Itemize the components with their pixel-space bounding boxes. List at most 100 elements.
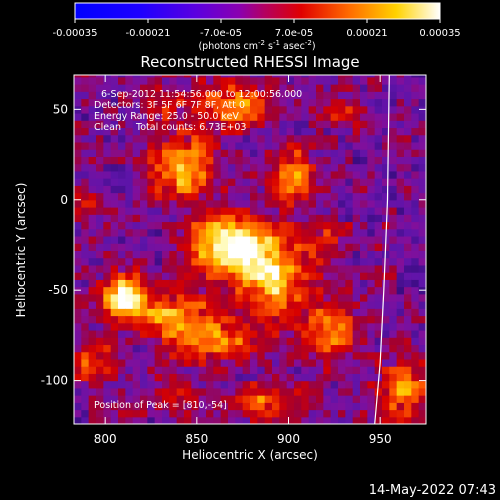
heatmap-cell (316, 387, 324, 396)
heatmap-cell (96, 272, 104, 280)
heatmap-cell (286, 351, 295, 360)
heatmap-cell (132, 120, 141, 129)
heatmap-cell (257, 185, 266, 194)
heatmap-cell (294, 127, 302, 136)
heatmap-cell (308, 308, 317, 317)
heatmap-cell (418, 416, 426, 424)
heatmap-cell (360, 192, 368, 201)
heatmap-cell (301, 322, 310, 331)
heatmap-cell (279, 315, 288, 324)
heatmap-cell (257, 76, 266, 85)
heatmap-cell (301, 416, 310, 424)
heatmap-cell (352, 257, 361, 266)
heatmap-cell (220, 402, 229, 411)
heatmap-cell (264, 257, 273, 266)
heatmap-cell (257, 170, 266, 179)
heatmap-cell (308, 293, 317, 302)
heatmap-cell (250, 279, 258, 288)
heatmap-cell (360, 207, 368, 215)
heatmap-cell (132, 279, 141, 288)
x-tick-label: 850 (185, 432, 208, 446)
heatmap-cell (74, 308, 82, 317)
heatmap-cell (264, 163, 273, 172)
heatmap-cell (125, 366, 134, 374)
heatmap-cell (338, 337, 346, 346)
heatmap-cell (374, 156, 383, 165)
heatmap-cell (206, 228, 214, 237)
heatmap-cell (110, 149, 119, 157)
heatmap-cell (147, 76, 156, 85)
heatmap-cell (176, 301, 185, 309)
heatmap-cell (235, 301, 244, 309)
heatmap-cell (338, 409, 346, 418)
heatmap-cell (272, 141, 280, 150)
heatmap-cell (404, 358, 412, 367)
heatmap-cell (411, 156, 420, 165)
heatmap-cell (147, 380, 156, 389)
heatmap-cell (294, 416, 302, 424)
heatmap-cell (382, 279, 390, 288)
heatmap-cell (228, 373, 236, 382)
heatmap-cell (96, 221, 104, 230)
heatmap-cell (154, 344, 163, 353)
heatmap-cell (191, 373, 200, 382)
heatmap-cell (206, 272, 214, 280)
heatmap-cell (88, 178, 97, 186)
heatmap-cell (154, 185, 163, 194)
heatmap-cell (81, 409, 90, 418)
heatmap-cell (411, 380, 420, 389)
heatmap-cell (125, 199, 134, 208)
heatmap-cell (206, 243, 214, 251)
heatmap-cell (367, 228, 376, 237)
heatmap-cell (374, 84, 383, 92)
heatmap-cell (242, 134, 251, 143)
heatmap-cell (125, 337, 134, 346)
heatmap-cell (169, 257, 178, 266)
heatmap-cell (404, 199, 412, 208)
heatmap-cell (154, 84, 163, 92)
heatmap-cell (264, 387, 273, 396)
heatmap-cell (213, 221, 222, 230)
heatmap-cell (418, 149, 426, 157)
heatmap-cell (220, 337, 229, 346)
heatmap-cell (96, 358, 104, 367)
heatmap-cell (389, 185, 398, 194)
heatmap-cell (140, 279, 148, 288)
heatmap-cell (176, 178, 185, 186)
colorbar-gradient (74, 2, 441, 20)
heatmap-cell (162, 235, 170, 244)
heatmap-cell (81, 358, 90, 367)
heatmap-cell (367, 156, 376, 165)
heatmap-cell (323, 329, 332, 338)
heatmap-cell (396, 134, 405, 143)
heatmap-cell (404, 127, 412, 136)
heatmap-cell (338, 228, 346, 237)
heatmap-cell (404, 221, 412, 230)
heatmap-cell (323, 380, 332, 389)
heatmap-cell (345, 315, 354, 324)
heatmap-cell (389, 127, 398, 136)
heatmap-cell (110, 243, 119, 251)
heatmap-cell (81, 98, 90, 107)
heatmap-cell (338, 199, 346, 208)
heatmap-cell (360, 402, 368, 411)
heatmap-cell (294, 149, 302, 157)
heatmap-cell (184, 351, 192, 360)
heatmap-cell (308, 185, 317, 194)
heatmap-cell (125, 185, 134, 194)
heatmap-cell (184, 84, 192, 92)
heatmap-cell (74, 344, 82, 353)
heatmap-cell (264, 156, 273, 165)
heatmap-cell (206, 250, 214, 259)
heatmap-cell (330, 344, 339, 353)
heatmap-cell (103, 373, 112, 382)
heatmap-cell (330, 250, 339, 259)
heatmap-cell (220, 214, 229, 223)
heatmap-cell (301, 402, 310, 411)
heatmap-cell (118, 76, 126, 85)
heatmap-cell (242, 105, 251, 114)
heatmap-cell (352, 358, 361, 367)
heatmap-cell (118, 185, 126, 194)
heatmap-cell (184, 264, 192, 273)
heatmap-cell (88, 120, 97, 129)
